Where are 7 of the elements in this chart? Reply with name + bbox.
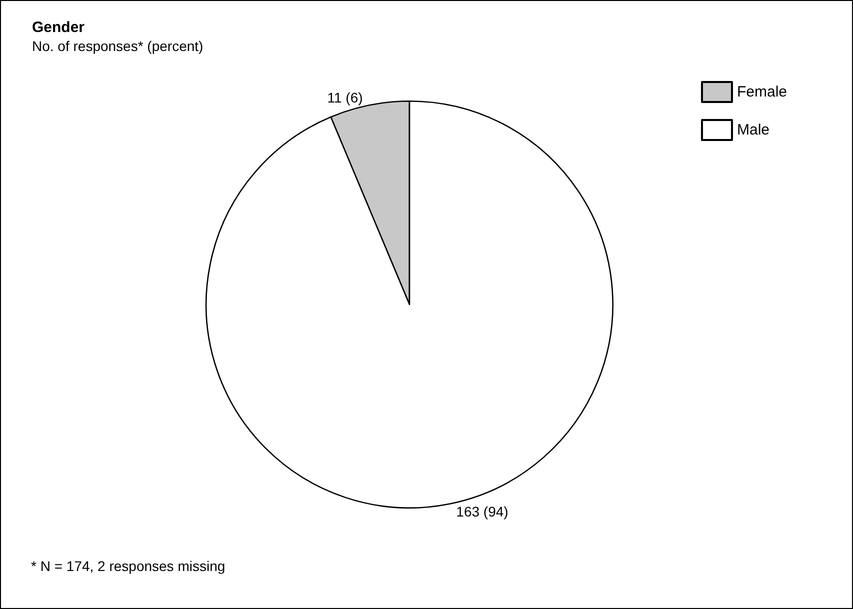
chart-subtitle: No. of responses* (percent) xyxy=(32,38,204,54)
legend-label: Male xyxy=(736,122,770,138)
text: Gender xyxy=(32,19,85,36)
data-label: 11 (6) xyxy=(327,89,363,106)
legend-label: Female xyxy=(736,84,788,100)
data-label: 163 (94) xyxy=(456,504,508,520)
text: * N = 174, 2 responses missing xyxy=(31,558,226,574)
